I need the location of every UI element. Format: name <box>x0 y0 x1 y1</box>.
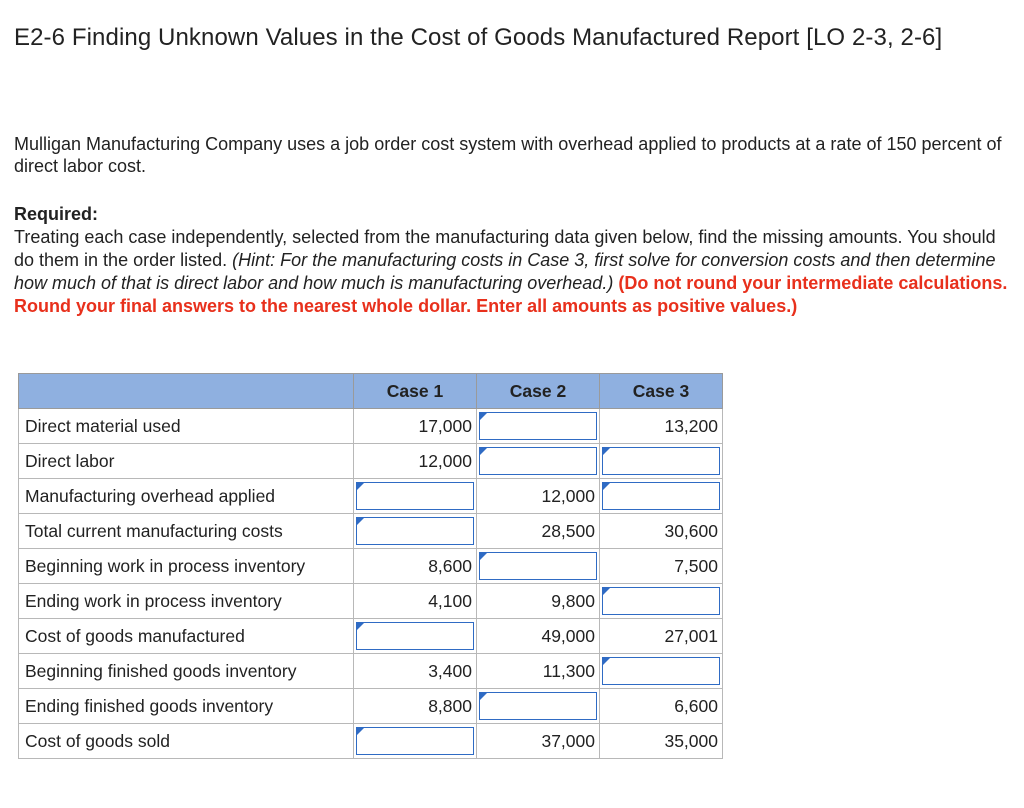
case-2-value: 37,000 <box>476 723 600 759</box>
case-3-cell <box>599 443 723 479</box>
table-body: Direct material used 17,000 13,200 Direct l… <box>18 408 723 759</box>
header-case-1: Case 1 <box>353 373 477 409</box>
row-label: Ending work in process inventory <box>18 583 354 619</box>
case-2-value: 49,000 <box>476 618 600 654</box>
answer-input-case-2[interactable] <box>479 552 597 580</box>
table-row: Ending finished goods inventory 8,800 6,60… <box>18 688 723 724</box>
row-label: Direct material used <box>18 408 354 444</box>
case-2-cell <box>476 688 600 724</box>
row-label: Manufacturing overhead applied <box>18 478 354 514</box>
table-row: Beginning finished goods inventory 3,400 1… <box>18 653 723 689</box>
row-label: Direct labor <box>18 443 354 479</box>
hint-text: (Hint: For the manufacturing costs in Ca… <box>14 250 996 293</box>
case-2-cell <box>476 548 600 584</box>
table-row: Manufacturing overhead applied 12,000 <box>18 478 723 514</box>
case-1-value: 17,000 <box>353 408 477 444</box>
case-1-cell <box>353 513 477 549</box>
case-3-value: 35,000 <box>599 723 723 759</box>
case-2-cell <box>476 443 600 479</box>
header-blank <box>18 373 354 409</box>
case-2-value: 12,000 <box>476 478 600 514</box>
answer-input-case-1[interactable] <box>356 622 474 650</box>
case-2-value: 9,800 <box>476 583 600 619</box>
case-3-value: 7,500 <box>599 548 723 584</box>
case-3-value: 30,600 <box>599 513 723 549</box>
table-row: Direct material used 17,000 13,200 <box>18 408 723 444</box>
case-2-cell <box>476 408 600 444</box>
case-3-cell <box>599 583 723 619</box>
table-row: Total current manufacturing costs 28,500 3… <box>18 513 723 549</box>
answer-input-case-3[interactable] <box>602 657 720 685</box>
table-row: Cost of goods manufactured 49,000 27,001 <box>18 618 723 654</box>
row-label: Beginning work in process inventory <box>18 548 354 584</box>
case-1-value: 8,800 <box>353 688 477 724</box>
intro-text: Mulligan Manufacturing Company uses a jo… <box>14 134 1002 176</box>
case-1-cell <box>353 478 477 514</box>
rounding-warning: (Do not round your intermediate calculat… <box>14 273 1008 316</box>
table-row: Ending work in process inventory 4,100 9,8… <box>18 583 723 619</box>
table-row: Direct labor 12,000 <box>18 443 723 479</box>
case-1-value: 4,100 <box>353 583 477 619</box>
case-3-value: 6,600 <box>599 688 723 724</box>
row-label: Ending finished goods inventory <box>18 688 354 724</box>
case-1-value: 12,000 <box>353 443 477 479</box>
table-row: Cost of goods sold 37,000 35,000 <box>18 723 723 759</box>
case-1-cell <box>353 618 477 654</box>
case-3-cell <box>599 478 723 514</box>
case-1-value: 3,400 <box>353 653 477 689</box>
case-3-value: 13,200 <box>599 408 723 444</box>
answer-input-case-1[interactable] <box>356 727 474 755</box>
answer-input-case-3[interactable] <box>602 447 720 475</box>
header-case-3: Case 3 <box>599 373 723 409</box>
row-label: Total current manufacturing costs <box>18 513 354 549</box>
table-row: Beginning work in process inventory 8,600… <box>18 548 723 584</box>
problem-title: E2-6 Finding Unknown Values in the Cost … <box>14 24 943 51</box>
cost-data-table: Case 1 Case 2 Case 3 Direct material use… <box>18 373 723 759</box>
answer-input-case-1[interactable] <box>356 482 474 510</box>
case-2-value: 11,300 <box>476 653 600 689</box>
case-1-value: 8,600 <box>353 548 477 584</box>
required-text: Treating each case independently, select… <box>14 227 996 270</box>
answer-input-case-1[interactable] <box>356 517 474 545</box>
case-3-value: 27,001 <box>599 618 723 654</box>
answer-input-case-3[interactable] <box>602 482 720 510</box>
answer-input-case-2[interactable] <box>479 412 597 440</box>
answer-input-case-3[interactable] <box>602 587 720 615</box>
required-label: Required: <box>14 204 99 224</box>
case-1-cell <box>353 723 477 759</box>
row-label: Cost of goods sold <box>18 723 354 759</box>
answer-input-case-2[interactable] <box>479 447 597 475</box>
table-header-row: Case 1 Case 2 Case 3 <box>18 373 723 409</box>
answer-input-case-2[interactable] <box>479 692 597 720</box>
required-section: Required: Treating each case independent… <box>14 203 1018 318</box>
row-label: Beginning finished goods inventory <box>18 653 354 689</box>
case-2-value: 28,500 <box>476 513 600 549</box>
header-case-2: Case 2 <box>476 373 600 409</box>
case-3-cell <box>599 653 723 689</box>
row-label: Cost of goods manufactured <box>18 618 354 654</box>
